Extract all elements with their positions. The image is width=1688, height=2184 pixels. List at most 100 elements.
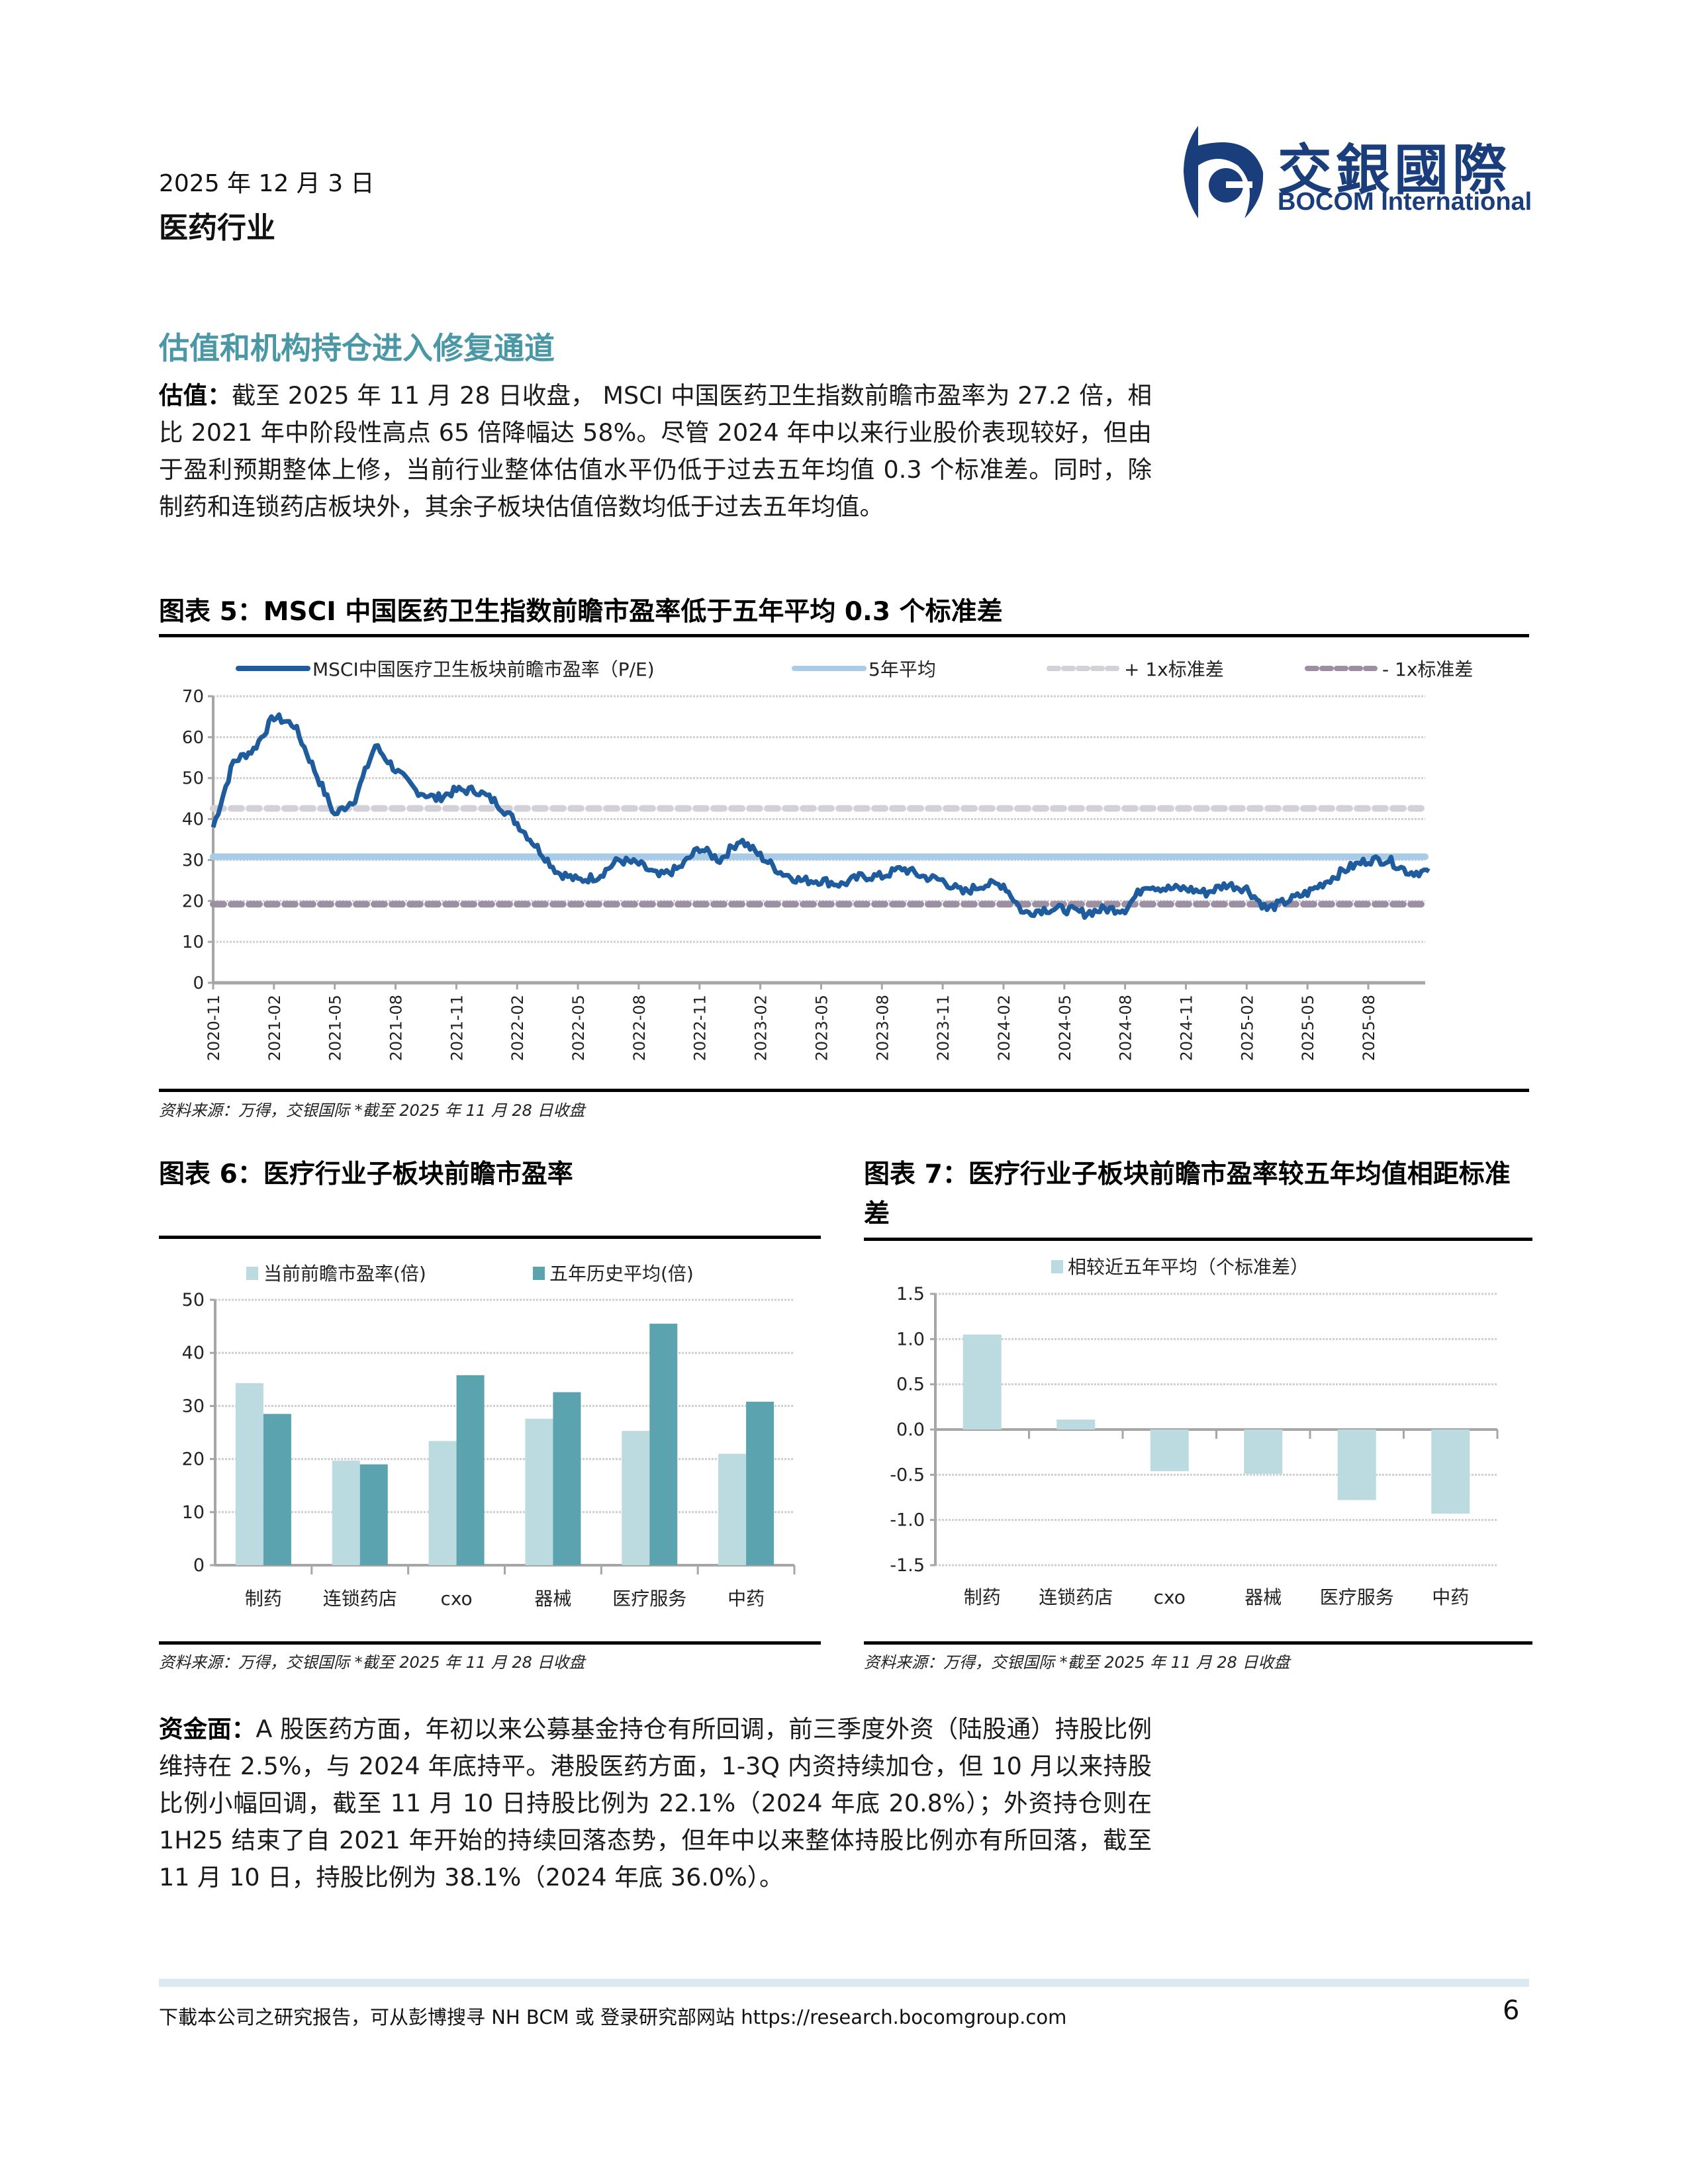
funds-lead: 资金面： (159, 1715, 256, 1743)
svg-text:60: 60 (182, 728, 204, 748)
report-date: 2025 年 12 月 3 日 (159, 170, 375, 197)
valuation-body: 截至 2025 年 11 月 28 日收盘， MSCI 中国医药卫生指数前瞻市盈… (159, 381, 1152, 521)
svg-text:五年历史平均(倍): 五年历史平均(倍) (549, 1263, 694, 1285)
bar-current (428, 1441, 457, 1565)
x-tick-label: 2025-08 (1360, 995, 1378, 1061)
category-label: 器械 (534, 1588, 571, 1610)
figure6-title: 图表 6：医疗行业子板块前瞻市盈率 (159, 1160, 573, 1189)
figure5-source: 资料来源：万得，交银国际 *截至 2025 年 11 月 28 日收盘 (159, 1101, 585, 1120)
page-number: 6 (1503, 1995, 1520, 2026)
legend-minus-1sd: - 1x标准差 (1382, 659, 1473, 680)
x-tick-label: 2024-11 (1177, 995, 1196, 1061)
svg-text:0: 0 (193, 974, 204, 993)
svg-text:1.0: 1.0 (896, 1329, 925, 1349)
x-tick-label: 2022-08 (630, 995, 649, 1061)
category-label: 连锁药店 (323, 1588, 397, 1610)
figure7-source: 资料来源：万得，交银国际 *截至 2025 年 11 月 28 日收盘 (864, 1653, 1290, 1672)
x-tick-label: 2023-02 (752, 995, 771, 1061)
bar-current (332, 1461, 360, 1565)
x-tick-label: 2021-11 (447, 995, 466, 1061)
logo-chinese-name: 交銀國際 (1278, 139, 1511, 202)
bar-sd (1244, 1430, 1283, 1474)
svg-text:-1.5: -1.5 (890, 1555, 925, 1576)
bar-avg (553, 1392, 581, 1565)
svg-text:40: 40 (182, 810, 204, 830)
figure7-chart: 相较近五年平均（个标准差） -1.5 -1.0 -0.5 0.0 0.5 1.0 1.5 制药 连… (864, 1241, 1532, 1641)
category-label: cxo (440, 1588, 472, 1610)
svg-text:30: 30 (182, 850, 204, 870)
x-tick-label: 2025-02 (1238, 995, 1256, 1061)
figure7-title: 图表 7：医疗行业子板块前瞻市盈率较五年均值相距标准差 (864, 1160, 1511, 1229)
bar-avg (746, 1401, 774, 1565)
x-tick-label: 2023-11 (934, 995, 953, 1061)
bar-current (622, 1431, 650, 1565)
svg-text:50: 50 (182, 769, 204, 789)
footer-research-link[interactable]: 下載本公司之研究报告，可从彭博搜寻 NH BCM 或 登录研究部网站 https… (159, 2006, 1067, 2028)
svg-text:10: 10 (182, 1502, 205, 1523)
svg-text:-1.0: -1.0 (890, 1510, 925, 1531)
svg-text:20: 20 (182, 891, 204, 911)
bar-sd (962, 1334, 1002, 1430)
figure7-legend: 相较近五年平均（个标准差） (1051, 1256, 1309, 1278)
bar-avg (359, 1464, 388, 1565)
figure5-bottom-rule (159, 1089, 1529, 1092)
category-label: 中药 (1432, 1586, 1469, 1608)
bocom-logo-icon (1184, 126, 1264, 218)
legend-pe: MSCI中国医疗卫生板块前瞻市盈率（P/E) (312, 659, 655, 680)
category-label: 中药 (727, 1588, 765, 1610)
bocom-logo: 交銀國際 BOCOM International (1178, 119, 1549, 225)
svg-text:相较近五年平均（个标准差）: 相较近五年平均（个标准差） (1068, 1256, 1309, 1278)
category-label: 连锁药店 (1039, 1586, 1113, 1608)
footer-divider (159, 1979, 1529, 1987)
svg-text:0.5: 0.5 (896, 1375, 925, 1395)
figure7-top-rule (864, 1238, 1532, 1241)
x-tick-label: 2025-05 (1299, 995, 1317, 1061)
valuation-paragraph: 估值：截至 2025 年 11 月 28 日收盘， MSCI 中国医药卫生指数前… (159, 377, 1152, 525)
svg-text:1.5: 1.5 (896, 1284, 925, 1304)
category-label: 器械 (1244, 1586, 1282, 1608)
svg-text:-0.5: -0.5 (890, 1465, 925, 1485)
category-label: 制药 (245, 1588, 282, 1610)
category-label: cxo (1154, 1586, 1186, 1608)
bar-current (718, 1453, 747, 1565)
figure5-chart: MSCI中国医疗卫生板块前瞻市盈率（P/E) 5年平均 + 1x标准差 - 1x… (159, 639, 1529, 1089)
figure6-top-rule (159, 1236, 821, 1239)
valuation-lead: 估值： (159, 381, 232, 410)
svg-text:10: 10 (182, 933, 204, 952)
svg-text:0: 0 (193, 1555, 205, 1576)
x-tick-label: 2022-02 (508, 995, 527, 1061)
bar-current (235, 1383, 263, 1565)
x-tick-label: 2024-05 (1056, 995, 1074, 1061)
bar-sd (1337, 1430, 1376, 1500)
x-tick-label: 2023-08 (873, 995, 892, 1061)
x-tick-label: 2020-11 (205, 995, 223, 1061)
svg-text:70: 70 (182, 687, 204, 707)
svg-text:当前前瞻市盈率(倍): 当前前瞻市盈率(倍) (263, 1263, 426, 1285)
logo-english-name: BOCOM International (1278, 188, 1532, 216)
subsector-pe-bar-chart: 当前前瞻市盈率(倍) 五年历史平均(倍) 0 10 20 30 40 50 制药 连锁药店 cxo 器… (182, 1263, 796, 1610)
bar-avg (263, 1414, 291, 1565)
bar-current (525, 1418, 553, 1565)
x-tick-label: 2021-08 (387, 995, 406, 1061)
svg-text:0.0: 0.0 (896, 1420, 925, 1440)
section-title: 估值和机构持仓进入修复通道 (159, 330, 555, 366)
figure5-legend: MSCI中国医疗卫生板块前瞻市盈率（P/E) 5年平均 + 1x标准差 - 1x… (236, 659, 1473, 680)
funds-body: A 股医药方面，年初以来公募基金持仓有所回调，前三季度外资（陆股通）持股比例维持… (159, 1715, 1152, 1891)
svg-text:50: 50 (182, 1290, 205, 1310)
legend-5yr-avg: 5年平均 (868, 659, 936, 680)
figure5-top-rule (159, 634, 1529, 637)
svg-text:30: 30 (182, 1396, 205, 1416)
bar-avg (649, 1324, 678, 1565)
funds-paragraph: 资金面：A 股医药方面，年初以来公募基金持仓有所回调，前三季度外资（陆股通）持股… (159, 1711, 1152, 1896)
figure6-legend: 当前前瞻市盈率(倍) 五年历史平均(倍) (246, 1263, 694, 1285)
category-label: 制药 (964, 1586, 1001, 1608)
figure7-bottom-rule (864, 1641, 1532, 1645)
category-label: 医疗服务 (1320, 1586, 1394, 1608)
figure6-source: 资料来源：万得，交银国际 *截至 2025 年 11 月 28 日收盘 (159, 1653, 585, 1672)
bar-sd (1431, 1430, 1470, 1514)
svg-text:40: 40 (182, 1343, 205, 1363)
x-tick-label: 2023-05 (812, 995, 831, 1061)
figure6-bottom-rule (159, 1641, 821, 1645)
x-tick-label: 2024-08 (1117, 995, 1135, 1061)
legend-plus-1sd: + 1x标准差 (1124, 659, 1224, 680)
